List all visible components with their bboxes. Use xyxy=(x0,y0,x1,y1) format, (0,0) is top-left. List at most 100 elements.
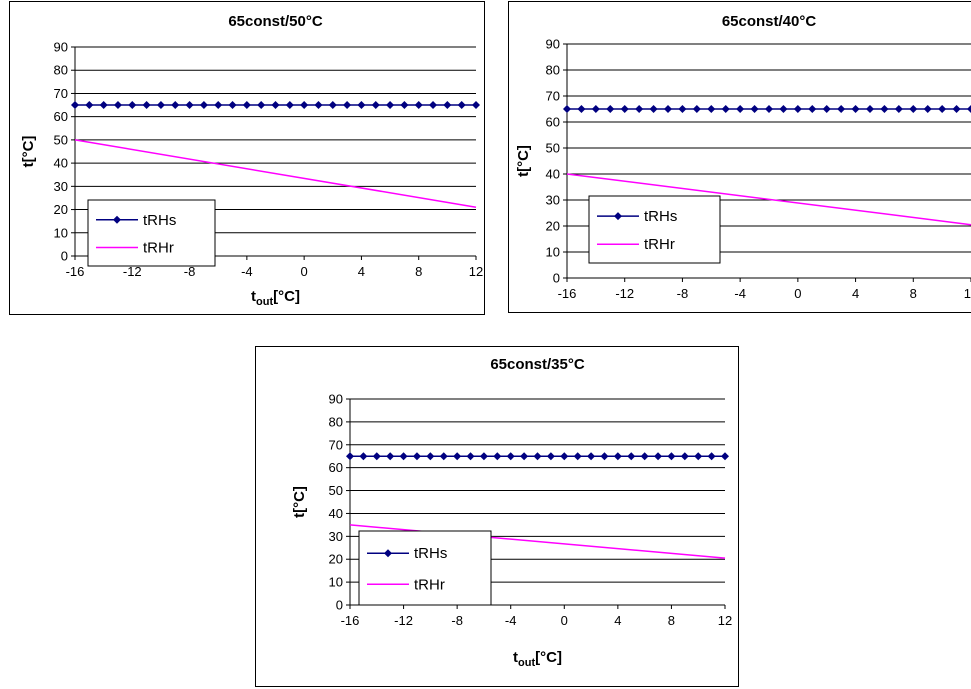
data-point-tRHs xyxy=(721,105,730,113)
x-tick-label: 8 xyxy=(668,613,675,628)
data-point-tRHs xyxy=(214,101,223,110)
data-point-tRHs xyxy=(453,452,462,461)
data-point-tRHs xyxy=(346,452,354,461)
legend-marker-tRHs xyxy=(384,549,392,558)
data-point-tRHs xyxy=(894,105,903,113)
data-point-tRHs xyxy=(938,105,947,113)
data-point-tRHs xyxy=(328,101,337,110)
legend-label: tRHs xyxy=(143,212,176,229)
y-tick-label: 50 xyxy=(54,132,68,147)
x-tick-label: 12 xyxy=(718,613,732,628)
x-tick-label: -12 xyxy=(615,286,634,301)
x-tick-label: -12 xyxy=(394,613,413,628)
data-point-tRHs xyxy=(466,452,475,461)
y-axis-label: t[°C] xyxy=(291,486,308,518)
data-point-tRHs xyxy=(880,105,889,113)
legend-label: tRHs xyxy=(644,208,677,225)
data-point-tRHs xyxy=(640,452,649,461)
x-tick-label: -8 xyxy=(184,264,196,279)
data-point-tRHs xyxy=(285,101,294,110)
data-point-tRHs xyxy=(664,105,672,113)
y-tick-label: 60 xyxy=(54,109,68,124)
x-tick-label: 12 xyxy=(964,286,971,301)
data-point-tRHs xyxy=(635,105,644,113)
data-point-tRHs xyxy=(923,105,932,113)
y-tick-label: 70 xyxy=(54,86,68,101)
data-point-tRHs xyxy=(587,452,596,461)
data-point-tRHs xyxy=(620,105,629,113)
legend xyxy=(358,530,492,606)
data-point-tRHs xyxy=(400,101,409,110)
series-line-tRHr xyxy=(349,524,726,559)
data-point-tRHs xyxy=(85,101,94,110)
y-tick-label: 40 xyxy=(329,506,343,521)
y-tick-label: 0 xyxy=(336,598,343,613)
y-tick-label: 20 xyxy=(329,552,343,567)
chart-panel-40: 65const/40°C 0 10 20 30 40 50 60 70 80 90 -16 -12 -8-… xyxy=(508,1,971,313)
data-point-tRHs xyxy=(680,452,689,461)
data-point-tRHs xyxy=(837,105,846,113)
x-axis-label-unit: [°C] xyxy=(535,649,562,666)
data-point-tRHs xyxy=(242,101,251,110)
y-tick-label: 80 xyxy=(546,63,560,78)
x-tick-label: -16 xyxy=(66,264,85,279)
data-point-tRHs xyxy=(439,452,448,461)
legend-label: tRHr xyxy=(644,236,675,253)
x-tick-label: 0 xyxy=(561,613,568,628)
legend-label: tRHr xyxy=(414,576,445,593)
y-tick-label: 10 xyxy=(546,245,560,260)
x-tick-label: -4 xyxy=(734,286,746,301)
x-axis-label-main: t xyxy=(251,288,256,305)
data-point-tRHs xyxy=(967,105,971,113)
data-point-tRHs xyxy=(271,101,280,110)
legend xyxy=(87,199,216,267)
data-point-tRHs xyxy=(765,105,773,113)
data-point-tRHs xyxy=(472,101,480,110)
data-point-tRHs xyxy=(533,452,542,461)
data-point-tRHs xyxy=(649,105,658,113)
data-point-tRHs xyxy=(199,101,208,110)
x-tick-label: -8 xyxy=(451,613,463,628)
y-tick-label: 60 xyxy=(329,460,343,475)
data-point-tRHs xyxy=(707,452,716,461)
y-tick-label: 70 xyxy=(546,89,560,104)
data-point-tRHs xyxy=(372,452,381,461)
data-point-tRHs xyxy=(414,101,423,110)
data-point-tRHs xyxy=(694,452,703,461)
data-point-tRHs xyxy=(300,101,309,110)
data-point-tRHs xyxy=(952,105,961,113)
data-point-tRHs xyxy=(412,452,421,461)
data-point-tRHs xyxy=(736,105,745,113)
y-tick-label: 20 xyxy=(54,202,68,217)
data-point-tRHs xyxy=(479,452,488,461)
y-tick-label: 40 xyxy=(546,167,560,182)
data-point-tRHs xyxy=(399,452,408,461)
data-point-tRHs xyxy=(793,105,802,113)
legend xyxy=(588,195,721,264)
x-tick-label: -4 xyxy=(505,613,517,628)
x-tick-label: -8 xyxy=(677,286,689,301)
x-tick-label: -12 xyxy=(123,264,142,279)
data-point-tRHs xyxy=(386,101,395,110)
x-tick-label: -16 xyxy=(341,613,360,628)
data-point-tRHs xyxy=(357,101,366,110)
legend-label: tRHr xyxy=(143,240,174,257)
chart-panel-50: 65const/50°C 0 10 20 30 40 50 60 70 80 90 -16 -12 -8-… xyxy=(9,1,485,315)
data-point-tRHs xyxy=(185,101,194,110)
data-point-tRHs xyxy=(520,452,529,461)
x-tick-label: -16 xyxy=(558,286,577,301)
data-point-tRHs xyxy=(678,105,687,113)
data-point-tRHs xyxy=(909,105,918,113)
x-axis-label-subscript: out xyxy=(518,657,535,669)
y-axis-label: t[°C] xyxy=(20,136,37,168)
data-point-tRHs xyxy=(429,101,438,110)
data-point-tRHs xyxy=(779,105,788,113)
data-point-tRHs xyxy=(506,452,515,461)
data-point-tRHs xyxy=(99,101,108,110)
x-tick-label: 8 xyxy=(415,264,422,279)
y-tick-label: 60 xyxy=(546,115,560,130)
y-tick-label: 0 xyxy=(553,271,560,286)
data-point-tRHs xyxy=(866,105,874,113)
y-tick-label: 50 xyxy=(546,141,560,156)
y-tick-label: 10 xyxy=(54,225,68,240)
